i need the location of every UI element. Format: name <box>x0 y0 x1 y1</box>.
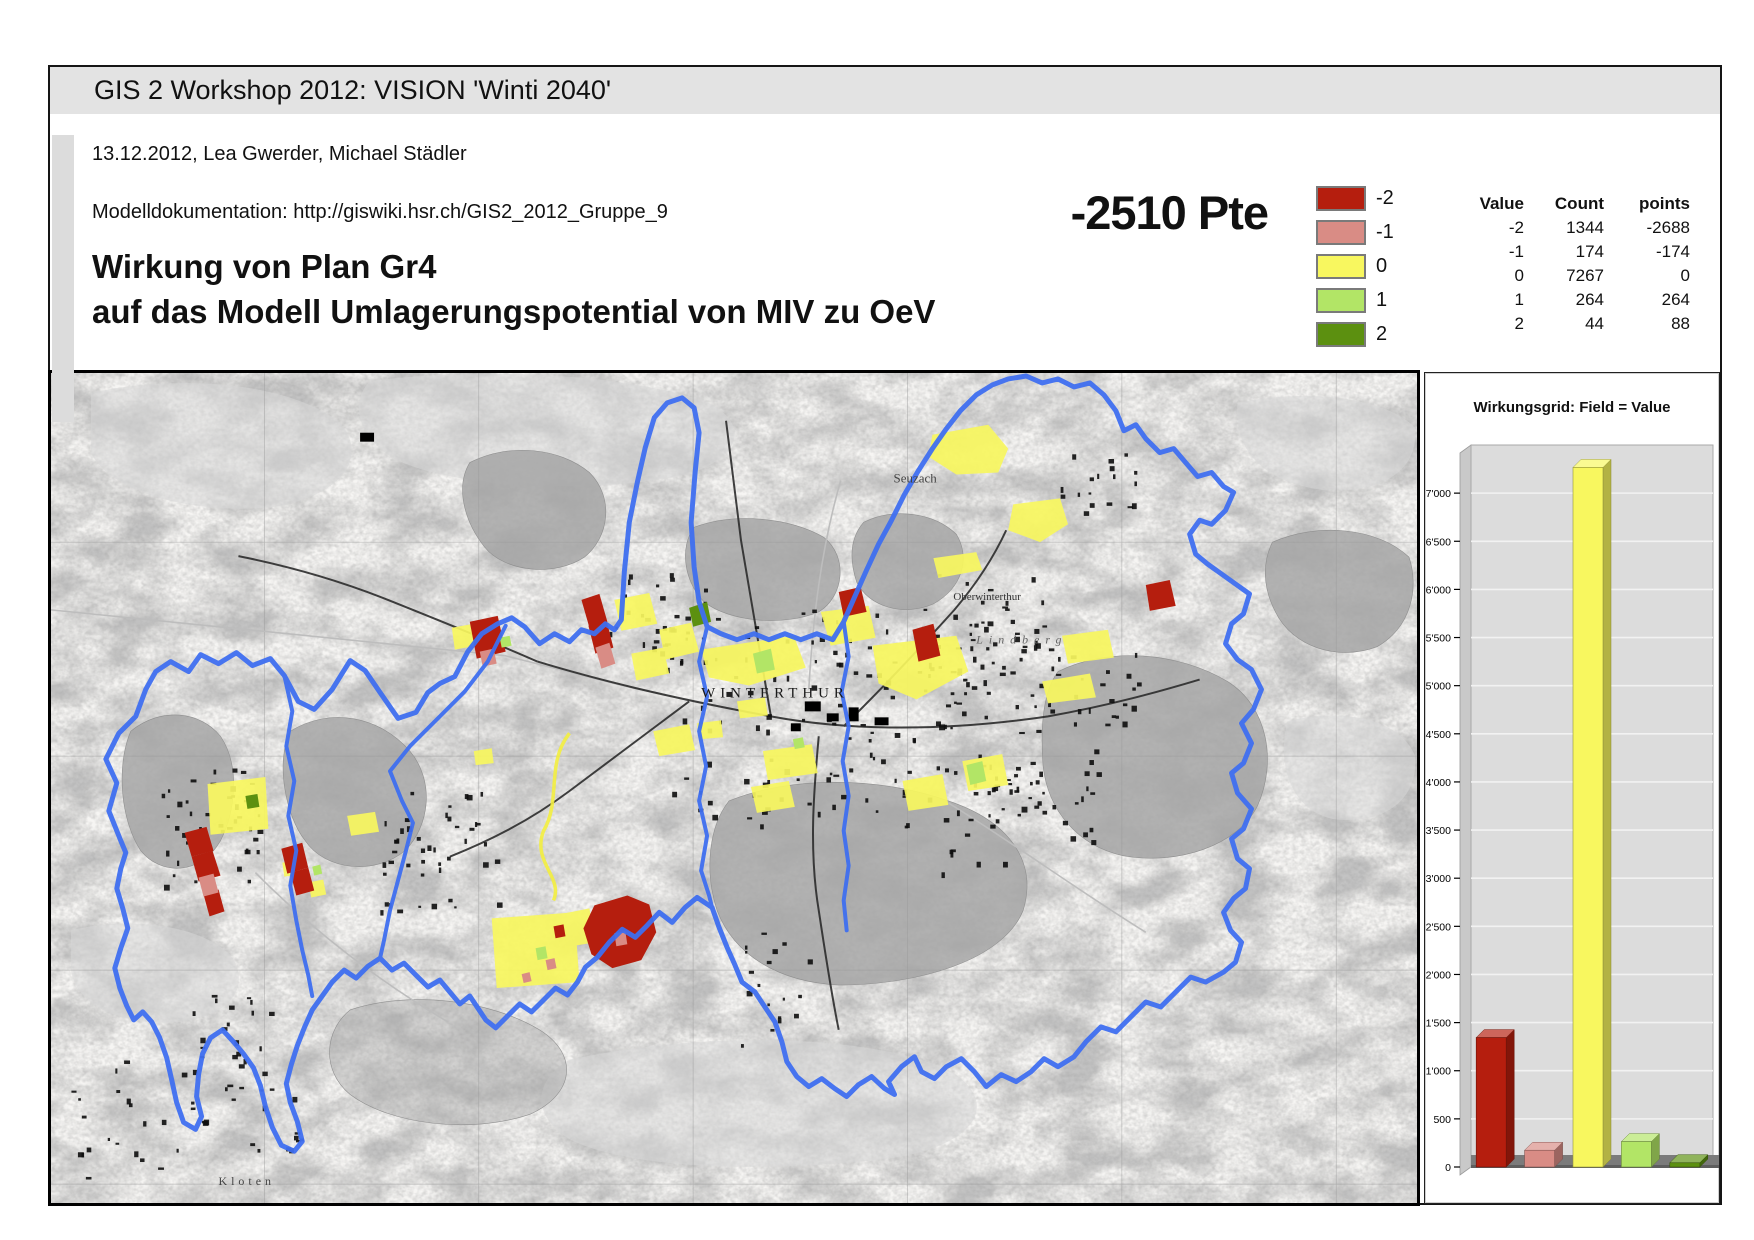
grade0-patches <box>207 424 1114 989</box>
stats-col-header: Value <box>1479 194 1524 213</box>
map-image: WINTERTHUR Seuzach Oberwinterthur Lindbe… <box>51 373 1417 1203</box>
stats-cell: 264 <box>1661 290 1690 309</box>
legend-label: 0 <box>1376 255 1388 277</box>
left-margin-strip <box>52 135 74 422</box>
chart-panel: Wirkungsgrid: Field = Value 0 500 1'000 1'5… <box>1424 372 1720 1204</box>
map-panel: WINTERTHUR Seuzach Oberwinterthur Lindbe… <box>48 370 1420 1206</box>
svg-text:5'500: 5'500 <box>1426 633 1452 645</box>
stats-row: 2 44 88 <box>1438 312 1690 336</box>
svg-text:5'000: 5'000 <box>1426 681 1452 693</box>
score-value: -2510 Pte <box>1070 186 1269 239</box>
stats-cell: 44 <box>1585 314 1604 333</box>
municipality-boundary <box>103 373 1264 1154</box>
grade1-patches <box>312 635 987 961</box>
documentation-link: Modelldokumentation: http://giswiki.hsr.… <box>92 201 668 223</box>
stats-cell: 264 <box>1575 290 1604 309</box>
chart-title: Wirkungsgrid: Field = Value <box>1473 399 1671 416</box>
forest-areas <box>121 449 1414 1126</box>
header-title: GIS 2 Workshop 2012: VISION 'Winti 2040' <box>94 75 612 105</box>
map-label-winterthur: WINTERTHUR <box>701 685 849 701</box>
svg-text:1'000: 1'000 <box>1426 1066 1452 1078</box>
stats-cell: -1 <box>1508 242 1524 261</box>
map-label-kloten: Kloten <box>219 1174 275 1188</box>
stats-cell: -174 <box>1655 242 1690 261</box>
legend-swatch <box>1316 288 1366 313</box>
svg-text:500: 500 <box>1433 1114 1451 1126</box>
stats-cell: -2688 <box>1646 218 1690 237</box>
legend-label: -2 <box>1376 187 1394 209</box>
legend-item-1: 1 <box>1316 288 1394 322</box>
stats-cell: 88 <box>1671 314 1690 333</box>
legend-swatch <box>1316 220 1366 245</box>
legend-label: 1 <box>1376 289 1388 311</box>
legend-swatch <box>1316 186 1366 211</box>
svg-text:6'500: 6'500 <box>1426 536 1452 548</box>
stats-cell: 2 <box>1514 314 1524 333</box>
legend-item--1: -1 <box>1316 220 1394 254</box>
svg-text:3'500: 3'500 <box>1426 825 1452 837</box>
header-band: GIS 2 Workshop 2012: VISION 'Winti 2040' <box>50 67 1720 114</box>
stats-cell: -2 <box>1508 218 1524 237</box>
legend-item-2: 2 <box>1316 322 1394 356</box>
svg-text:6'000: 6'000 <box>1426 584 1452 596</box>
svg-text:4'500: 4'500 <box>1426 729 1452 741</box>
bar-chart: 0 500 1'000 1'500 2'000 2'500 3'000 3'500 4'000 4… <box>1426 444 1719 1176</box>
map-place-labels: WINTERTHUR Seuzach Oberwinterthur Lindbe… <box>219 470 1067 1188</box>
svg-text:2'500: 2'500 <box>1426 921 1452 933</box>
legend-label: -1 <box>1376 221 1394 243</box>
stats-cell: 7267 <box>1566 266 1604 285</box>
stats-cell: 0 <box>1514 266 1524 285</box>
stats-table: Value Count points -2 1344 -2688 -1 174 -174 0 726… <box>1438 192 1690 336</box>
legend-swatch <box>1316 322 1366 347</box>
legend-swatch <box>1316 254 1366 279</box>
stats-row: 0 7267 0 <box>1438 264 1690 288</box>
stats-col-header: points <box>1639 194 1690 213</box>
map-title: Wirkung von Plan Gr4 auf das Modell Umla… <box>92 244 935 334</box>
map-title-line1: Wirkung von Plan Gr4 <box>92 248 437 285</box>
map-title-line2: auf das Modell Umlagerungspotential von … <box>92 293 936 330</box>
svg-text:3'000: 3'000 <box>1426 873 1452 885</box>
stats-row: 1 264 264 <box>1438 288 1690 312</box>
legend-item-0: 0 <box>1316 254 1394 288</box>
stats-row: -2 1344 -2688 <box>1438 216 1690 240</box>
stats-cell: 1344 <box>1566 218 1604 237</box>
route-line <box>539 732 571 902</box>
map-label-oberwinterthur: Oberwinterthur <box>953 591 1021 603</box>
stats-cell: 174 <box>1575 242 1604 261</box>
railways <box>238 420 1200 1031</box>
svg-text:1'500: 1'500 <box>1426 1018 1452 1030</box>
large-buildings <box>360 432 889 732</box>
legend-item--2: -2 <box>1316 186 1394 220</box>
svg-text:7'000: 7'000 <box>1426 488 1452 500</box>
map-legend: -2 -1 0 1 2 <box>1316 186 1394 356</box>
svg-text:0: 0 <box>1445 1162 1451 1174</box>
stats-cell: 1 <box>1514 290 1524 309</box>
date-authors: 13.12.2012, Lea Gwerder, Michael Städler <box>92 143 467 165</box>
svg-text:4'000: 4'000 <box>1426 777 1452 789</box>
svg-text:2'000: 2'000 <box>1426 969 1452 981</box>
stats-col-header: Count <box>1554 194 1604 213</box>
map-label-seuzach: Seuzach <box>894 470 938 485</box>
map-label-lindberg: Lindberg <box>975 633 1067 647</box>
stats-row: -1 174 -174 <box>1438 240 1690 264</box>
legend-label: 2 <box>1376 323 1388 345</box>
stats-cell: 0 <box>1680 266 1690 285</box>
stats-header-row: Value Count points <box>1438 192 1690 216</box>
